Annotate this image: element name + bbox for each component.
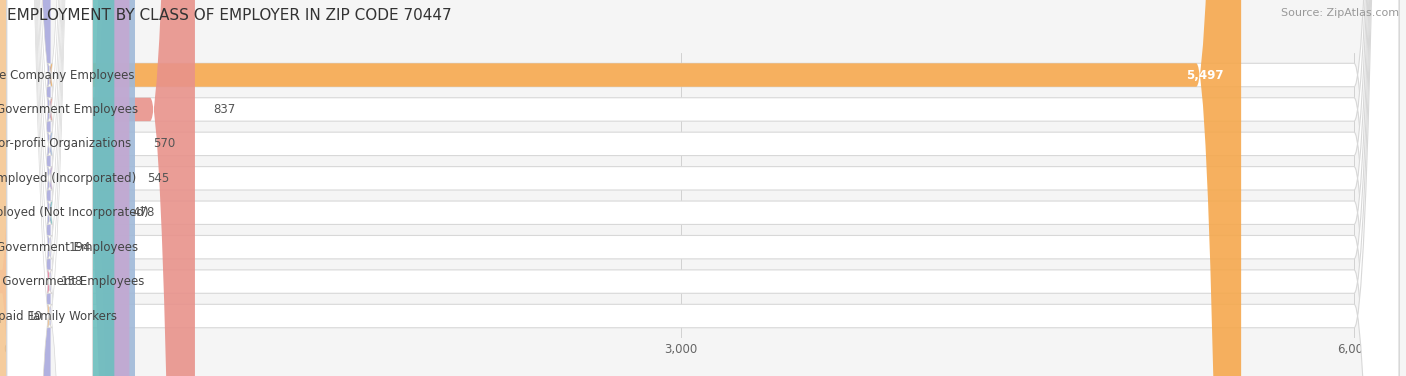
FancyBboxPatch shape — [7, 0, 93, 376]
Text: 10: 10 — [27, 309, 42, 323]
FancyBboxPatch shape — [7, 0, 93, 376]
FancyBboxPatch shape — [6, 0, 52, 376]
FancyBboxPatch shape — [7, 0, 114, 376]
FancyBboxPatch shape — [0, 0, 52, 376]
Text: 570: 570 — [153, 137, 176, 150]
FancyBboxPatch shape — [7, 0, 93, 376]
Text: 158: 158 — [60, 275, 83, 288]
Text: Unpaid Family Workers: Unpaid Family Workers — [0, 309, 117, 323]
FancyBboxPatch shape — [7, 0, 93, 376]
Text: Federal Government Employees: Federal Government Employees — [0, 275, 145, 288]
Text: State Government Employees: State Government Employees — [0, 241, 138, 254]
FancyBboxPatch shape — [7, 0, 135, 376]
FancyBboxPatch shape — [7, 0, 195, 376]
Text: 478: 478 — [132, 206, 155, 219]
FancyBboxPatch shape — [7, 0, 1399, 376]
Text: Local Government Employees: Local Government Employees — [0, 103, 138, 116]
FancyBboxPatch shape — [7, 0, 93, 376]
Text: 194: 194 — [69, 241, 91, 254]
FancyBboxPatch shape — [7, 0, 93, 376]
Text: 5,497: 5,497 — [1185, 68, 1223, 82]
FancyBboxPatch shape — [7, 0, 1399, 376]
FancyBboxPatch shape — [7, 0, 1399, 376]
Text: Private Company Employees: Private Company Employees — [0, 68, 135, 82]
Text: Source: ZipAtlas.com: Source: ZipAtlas.com — [1281, 8, 1399, 18]
Text: 837: 837 — [212, 103, 235, 116]
FancyBboxPatch shape — [7, 0, 1399, 376]
FancyBboxPatch shape — [7, 0, 129, 376]
Text: EMPLOYMENT BY CLASS OF EMPLOYER IN ZIP CODE 70447: EMPLOYMENT BY CLASS OF EMPLOYER IN ZIP C… — [7, 8, 451, 23]
Text: Self-Employed (Not Incorporated): Self-Employed (Not Incorporated) — [0, 206, 149, 219]
FancyBboxPatch shape — [7, 0, 1241, 376]
FancyBboxPatch shape — [7, 0, 1399, 376]
Text: 545: 545 — [148, 172, 170, 185]
FancyBboxPatch shape — [7, 0, 1399, 376]
Text: Not-for-profit Organizations: Not-for-profit Organizations — [0, 137, 131, 150]
Text: Self-Employed (Incorporated): Self-Employed (Incorporated) — [0, 172, 136, 185]
FancyBboxPatch shape — [7, 0, 93, 376]
FancyBboxPatch shape — [0, 0, 52, 376]
FancyBboxPatch shape — [7, 0, 93, 376]
FancyBboxPatch shape — [7, 0, 1399, 376]
FancyBboxPatch shape — [7, 0, 1399, 376]
